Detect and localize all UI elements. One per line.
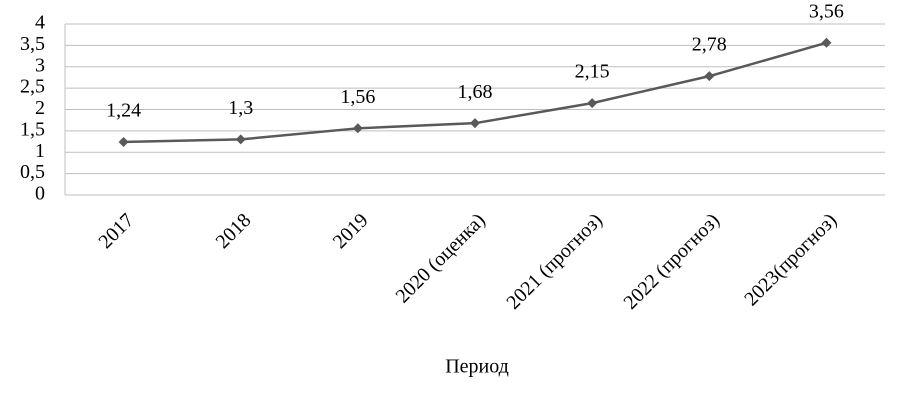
data-label: 2,78 bbox=[692, 34, 727, 56]
point bbox=[118, 136, 129, 147]
y-tick-label: 0 bbox=[35, 183, 45, 205]
x-tick-label: 2021 (прогноз) bbox=[502, 209, 607, 314]
point bbox=[587, 98, 598, 109]
y-tick-label: 3,5 bbox=[20, 33, 45, 55]
x-tick-label: 2019 bbox=[329, 209, 373, 253]
y-tick-label: 1 bbox=[35, 140, 45, 162]
data-label: 2,15 bbox=[575, 61, 610, 83]
point bbox=[704, 71, 715, 82]
y-tick-label: 2,5 bbox=[20, 76, 45, 98]
data-label: 1,3 bbox=[228, 97, 253, 119]
point bbox=[352, 123, 363, 134]
x-tick-label: 2017 bbox=[95, 209, 139, 253]
point bbox=[235, 134, 246, 145]
data-label: 1,24 bbox=[106, 100, 141, 122]
data-label: 1,68 bbox=[458, 81, 493, 103]
x-tick-label: 2023(прогноз) bbox=[740, 209, 841, 310]
x-axis-title: Период bbox=[445, 356, 509, 378]
y-tick-label: 0,5 bbox=[20, 161, 45, 183]
y-tick-label: 2 bbox=[35, 97, 45, 119]
y-tick-label: 1,5 bbox=[20, 118, 45, 140]
point bbox=[470, 118, 480, 129]
data-label: 3,56 bbox=[809, 0, 844, 22]
y-tick-label: 3 bbox=[35, 54, 45, 76]
x-tick-label: 2022 (прогноз) bbox=[620, 209, 725, 314]
x-tick-label: 2020 (оценка) bbox=[392, 209, 490, 307]
y-tick-label: 4 bbox=[35, 12, 45, 34]
data-label: 1,56 bbox=[340, 86, 375, 108]
x-tick-label: 2018 bbox=[212, 209, 256, 253]
point bbox=[821, 37, 832, 48]
